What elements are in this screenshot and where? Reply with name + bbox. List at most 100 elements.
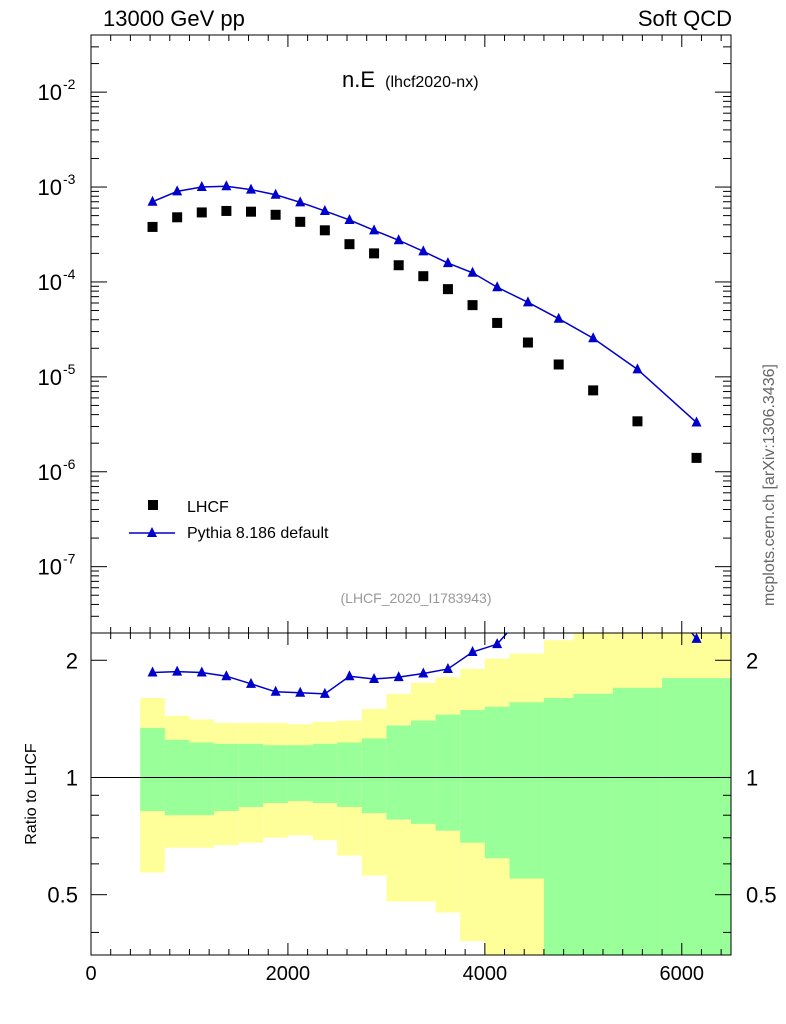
lhcf-data-point xyxy=(632,416,643,427)
pythia-point xyxy=(147,195,158,206)
inner-band-bin xyxy=(484,706,510,859)
pythia-point xyxy=(270,188,281,199)
ratio-point xyxy=(691,633,702,643)
ratio-point xyxy=(147,666,158,677)
lhcf-data-point xyxy=(172,212,183,223)
ratio-y-tick-label-right: 1 xyxy=(746,765,758,790)
inner-band-bin xyxy=(140,727,165,812)
ratio-y-tick-label: 2 xyxy=(66,648,78,673)
y-tick-exponent: -3 xyxy=(63,171,76,187)
header-right-label: Soft QCD xyxy=(637,6,732,31)
ratio-point xyxy=(442,662,453,673)
lhcf-data-point xyxy=(246,206,256,217)
ratio-y-tick-label-right: 2 xyxy=(746,648,758,673)
lhcf-data-point xyxy=(691,452,702,463)
lhcf-data-point xyxy=(147,221,158,232)
inner-band-bin xyxy=(411,720,436,824)
lhcf-data-point xyxy=(492,317,503,328)
inner-band-bin xyxy=(573,693,613,955)
ratio-point xyxy=(523,604,533,614)
pythia-point xyxy=(632,363,643,374)
ratio-point xyxy=(632,560,642,570)
ratio-point xyxy=(172,665,183,676)
ratio-point xyxy=(246,677,256,688)
panel-title-main: n.E xyxy=(342,67,375,92)
y-tick-exponent: -4 xyxy=(63,266,76,282)
ratio-point xyxy=(344,670,355,681)
lhcf-data-point xyxy=(588,385,599,396)
y-tick-label: 10 xyxy=(38,270,62,295)
ratio-panel-series xyxy=(147,560,702,698)
y-tick-exponent: -6 xyxy=(63,456,76,472)
pythia-point xyxy=(553,312,564,323)
lhcf-data-point xyxy=(344,239,355,250)
y-tick-exponent: -7 xyxy=(63,551,76,567)
legend-marker-lhcf xyxy=(148,500,158,510)
inner-band-bin xyxy=(386,725,411,820)
inner-band-bin xyxy=(312,743,338,803)
pythia-point xyxy=(442,257,453,268)
lhcf-data-point xyxy=(393,260,404,271)
lhcf-data-point xyxy=(196,207,207,218)
inner-band-bin xyxy=(509,702,544,879)
y-tick-exponent: -5 xyxy=(63,361,76,377)
panel-title: n.E (lhcf2020-nx) xyxy=(342,67,479,92)
pythia-point xyxy=(221,180,232,191)
y-tick-label: 10 xyxy=(38,175,62,200)
inner-band-bin xyxy=(238,743,264,807)
ratio-point xyxy=(418,667,429,678)
uncertainty-bands xyxy=(140,633,731,955)
lhcf-data-point xyxy=(369,248,380,259)
legend-marker-pythia xyxy=(147,527,157,537)
pythia-point xyxy=(319,204,330,215)
legend-label-pythia: Pythia 8.186 default xyxy=(187,525,329,542)
y-tick-label: 10 xyxy=(38,460,62,485)
ratio-point xyxy=(319,687,330,698)
axis-ticks xyxy=(90,34,731,955)
pythia-point xyxy=(588,332,599,343)
lhcf-data-point xyxy=(221,205,232,216)
y-tick-label: 10 xyxy=(38,555,62,580)
ratio-y-tick-label-right: 0.5 xyxy=(746,883,777,908)
ratio-panel-frame xyxy=(90,632,732,956)
x-tick-label: 0 xyxy=(85,963,96,985)
ratio-point xyxy=(393,671,404,682)
ratio-point xyxy=(467,646,478,657)
lhcf-data-point xyxy=(319,225,330,236)
x-tick-label: 4000 xyxy=(463,963,508,985)
lhcf-data-point xyxy=(553,359,564,370)
ratio-y-axis-label: Ratio to LHCF xyxy=(23,743,40,845)
ratio-point xyxy=(270,685,281,696)
pythia-point xyxy=(196,181,207,192)
lhcf-data-point xyxy=(270,209,281,220)
inner-band-bin xyxy=(287,745,313,802)
panel-title-sub: (lhcf2020-nx) xyxy=(385,74,478,91)
pythia-line xyxy=(152,185,698,424)
pythia-point xyxy=(691,416,702,427)
pythia-point xyxy=(172,185,183,196)
pythia-point xyxy=(467,266,478,277)
inner-band-bin xyxy=(337,742,362,807)
pythia-point xyxy=(522,296,533,307)
inner-band-bin xyxy=(435,714,461,831)
inner-band-bin xyxy=(361,738,387,814)
x-tick-label: 6000 xyxy=(660,963,705,985)
lhcf-data-point xyxy=(295,216,306,227)
ratio-y-tick-label: 0.5 xyxy=(47,883,78,908)
x-tick-label: 2000 xyxy=(266,963,311,985)
ratio-point xyxy=(492,638,503,649)
ratio-point xyxy=(554,586,564,596)
y-tick-label: 10 xyxy=(38,80,62,105)
main-panel-frame xyxy=(90,34,732,634)
y-tick-exponent: -2 xyxy=(63,76,76,92)
lhcf-data-point xyxy=(467,300,478,311)
lhcf-data-point xyxy=(522,337,533,348)
inner-band-bin xyxy=(612,687,663,955)
pythia-point xyxy=(492,281,503,292)
header-left-label: 13000 GeV pp xyxy=(103,6,245,31)
ratio-point xyxy=(221,670,232,681)
pythia-point xyxy=(295,196,306,207)
lhcf-data-point xyxy=(442,284,453,295)
ratio-point xyxy=(196,666,207,677)
